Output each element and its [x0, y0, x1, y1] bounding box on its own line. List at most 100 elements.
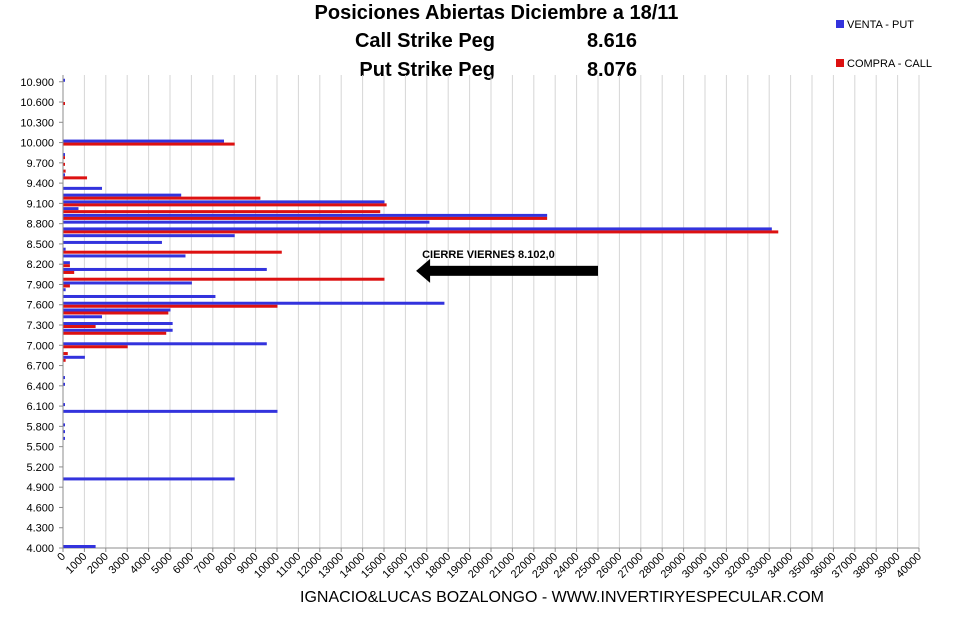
bar-call: [63, 162, 65, 166]
y-axis-ticks: 4.000 4.300 4.600 4.900 5.200 5.500 5.800 6.100…: [20, 77, 63, 555]
bar-put: [63, 288, 66, 292]
bar-call: [63, 284, 70, 288]
bar-put: [63, 200, 385, 204]
y-tick-label: 8.200: [26, 259, 54, 271]
x-tick-label: 8000: [214, 551, 240, 577]
bar-call: [63, 264, 70, 268]
bar-call: [63, 352, 68, 356]
gridlines: [62, 75, 920, 548]
x-tick-label: 2000: [85, 551, 111, 577]
y-tick-label: 10.300: [20, 117, 54, 129]
series-put: [63, 78, 772, 548]
bar-call: [63, 210, 381, 214]
y-tick-label: 7.600: [26, 300, 54, 312]
y-tick-label: 8.800: [26, 219, 54, 231]
y-tick-label: 10.600: [20, 97, 54, 109]
x-tick-label: 6000: [171, 551, 197, 577]
bar-put: [63, 213, 548, 217]
x-tick-label: 4000: [128, 551, 154, 577]
bar-put: [63, 308, 171, 312]
bar-put: [63, 328, 173, 332]
y-tick-label: 4.000: [26, 543, 54, 555]
footer-credit: IGNACIO&LUCAS BOZALONGO - WWW.INVERTIRYE…: [300, 589, 824, 606]
bar-call: [63, 358, 66, 362]
y-tick-label: 6.700: [26, 361, 54, 373]
y-tick-label: 9.700: [26, 158, 54, 170]
bar-put: [63, 234, 235, 238]
bar-put: [63, 430, 65, 434]
bar-call: [63, 216, 548, 220]
bar-put: [63, 207, 79, 211]
arrow-head: [416, 258, 431, 283]
bar-call: [63, 345, 128, 349]
legend-label-call: COMPRA - CALL: [847, 58, 932, 70]
x-tick-label: 7000: [192, 551, 218, 577]
put-strike-peg-value: 8.076: [586, 59, 637, 81]
y-tick-label: 6.100: [26, 401, 54, 413]
legend-entry-put: VENTA - PUT: [836, 19, 914, 31]
bar-call: [63, 142, 235, 146]
bar-put: [63, 254, 186, 258]
y-tick-label: 4.900: [26, 482, 54, 494]
bar-put: [63, 240, 162, 244]
bar-call: [63, 156, 65, 160]
bar-put: [63, 301, 445, 305]
bar-put: [63, 382, 65, 386]
x-tick-label: 1000: [64, 551, 90, 577]
call-strike-peg-value: 8.616: [586, 30, 637, 52]
legend-swatch-put: [836, 20, 844, 28]
bar-put: [63, 139, 224, 143]
bar-call: [63, 176, 88, 180]
bar-put: [63, 173, 65, 177]
bar-put: [63, 267, 267, 271]
y-tick-label: 9.100: [26, 198, 54, 210]
bar-put: [63, 261, 70, 265]
bar-put: [63, 78, 65, 82]
bar-put: [63, 376, 65, 380]
bar-put: [63, 281, 192, 285]
bar-put: [63, 436, 65, 440]
bar-call: [63, 196, 261, 200]
bar-put: [63, 315, 103, 319]
bar-call: [63, 331, 167, 335]
bar-put: [63, 153, 65, 157]
bar-call: [63, 325, 96, 329]
annotation-label: CIERRE VIERNES 8.102,0: [422, 249, 555, 261]
bar-call: [63, 250, 282, 254]
y-tick-label: 10.000: [20, 138, 54, 150]
x-axis-ticks: 0100020003000400050006000700080009000100…: [55, 548, 924, 581]
bar-put: [63, 355, 85, 359]
bar-call: [63, 230, 779, 234]
bar-put: [63, 247, 66, 251]
legend-swatch-call: [836, 59, 844, 67]
x-tick-label: 0: [55, 551, 68, 564]
bar-put: [63, 186, 103, 190]
series-call: [63, 102, 779, 362]
y-tick-label: 9.400: [26, 178, 54, 190]
y-tick-label: 5.500: [26, 442, 54, 454]
bar-call: [63, 203, 387, 207]
put-strike-peg-label: Put Strike Peg: [359, 59, 495, 81]
bar-put: [63, 423, 65, 427]
y-tick-label: 7.300: [26, 320, 54, 332]
y-tick-label: 5.800: [26, 421, 54, 433]
bar-put: [63, 220, 430, 224]
bar-put: [63, 477, 235, 481]
bar-put: [63, 227, 772, 231]
y-tick-label: 10.900: [20, 77, 54, 89]
y-tick-label: 4.300: [26, 523, 54, 535]
bar-put: [63, 409, 278, 413]
bar-put: [63, 545, 96, 548]
bar-call: [63, 169, 66, 173]
bar-call: [63, 102, 65, 106]
x-tick-label: 3000: [107, 551, 133, 577]
y-tick-label: 7.900: [26, 279, 54, 291]
bar-put: [63, 342, 267, 346]
arrow-shaft: [428, 265, 598, 276]
annotation-cierre-viernes: CIERRE VIERNES 8.102,0: [416, 249, 598, 283]
y-tick-label: 4.600: [26, 502, 54, 514]
y-tick-label: 5.200: [26, 462, 54, 474]
x-tick-label: 5000: [149, 551, 175, 577]
bar-call: [63, 270, 75, 274]
